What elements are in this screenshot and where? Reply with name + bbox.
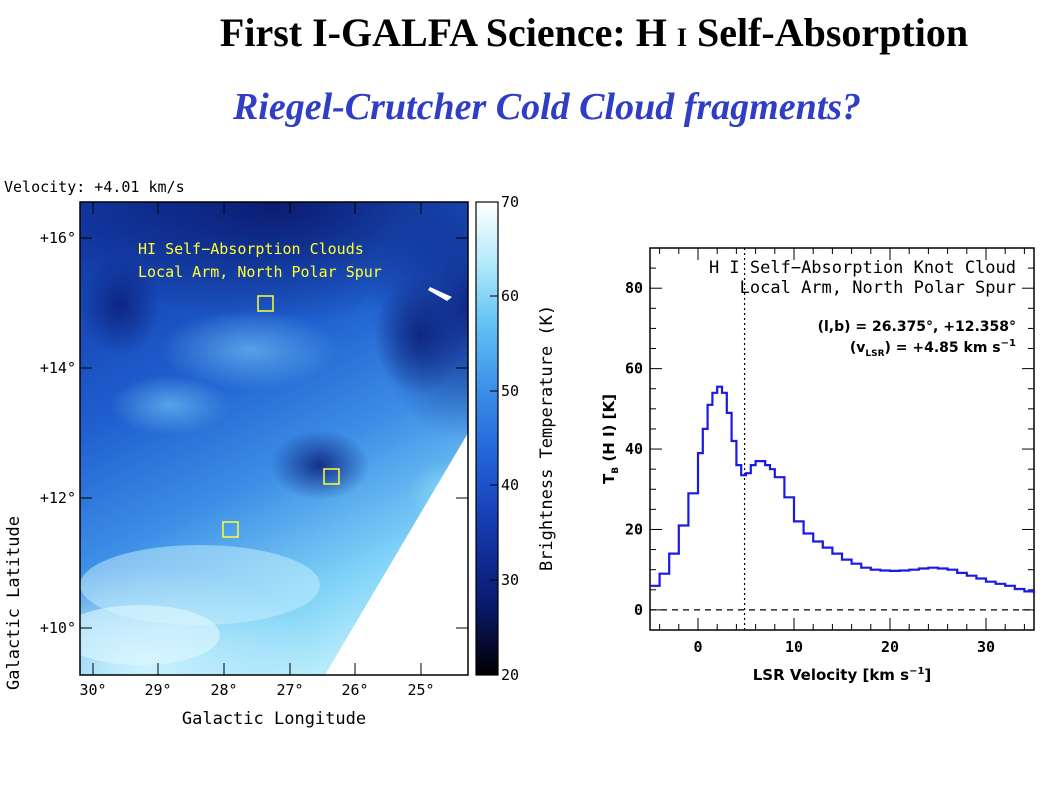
y-label-T: T [600,473,618,484]
colorbar-tick-label: 20 [501,666,519,684]
map-annotation-line2: Local Arm, North Polar Spur [138,263,382,281]
y-tick-label: 60 [625,360,643,378]
map-y-tick-label: +14° [40,359,76,377]
x-tick-label: 20 [881,638,899,656]
velocity-label-sub: LSR [865,349,884,359]
spectrum-ticks [650,247,1034,631]
x-tick-label: 30 [977,638,995,656]
map-x-tick-label: 27° [276,681,303,699]
map-x-axis-label: Galactic Longitude [182,709,366,729]
y-label-rest: (H I) [K] [600,394,618,467]
slide-title: First I-GALFA Science: H I Self-Absorpti… [0,10,1058,61]
cloud-box [257,295,274,312]
map-x-tick-label: 26° [341,681,368,699]
map-y-axis-label: Galactic Latitude [4,516,24,690]
title-suffix: Self-Absorption [696,10,969,55]
velocity-label-sup: −1 [1001,338,1016,349]
map-y-tick-label: +10° [40,619,76,637]
y-tick-label: 0 [634,601,643,619]
colorbar-tick-label: 60 [501,287,519,305]
velocity-label-suffix: ) = +4.85 km s [885,340,1001,356]
colorbar [475,201,499,676]
y-tick-label: 40 [625,440,643,458]
colorbar-ticks [490,201,498,676]
map-x-ticks [92,202,422,675]
title-prefix: First I-GALFA Science: H [219,10,667,55]
colorbar-tick-label: 40 [501,476,519,494]
map-x-tick-label: 25° [407,681,434,699]
spectrum-y-axis-label: TB (H I) [K] [600,394,621,484]
map-x-tick-label: 30° [79,681,106,699]
y-tick-label: 20 [625,520,643,538]
x-tick-label: 10 [785,638,803,656]
title-roman-numeral: I [676,23,687,52]
map-y-tick-label: +16° [40,229,76,247]
velocity-label-prefix: (v [850,340,866,356]
x-label-sup: −1 [909,666,924,677]
y-label-B: B [611,467,621,474]
map-annotation-line1: HI Self−Absorption Clouds [138,240,364,258]
colorbar-tick-label: 50 [501,382,519,400]
cloud-box [222,521,239,538]
map-y-tick-label: +12° [40,489,76,507]
map-x-tick-label: 28° [210,681,237,699]
velocity-label: Velocity: +4.01 km/s [4,178,185,196]
spectrum-title-line2: Local Arm, North Polar Spur [740,278,1016,298]
spectrum-x-axis-label: LSR Velocity [km s−1] [753,666,932,684]
hi-map-panel: Velocity: +4.01 km/s HI Self−Absorption … [4,178,557,729]
x-tick-label: 0 [693,638,702,656]
colorbar-tick-label: 30 [501,571,519,589]
colorbar-tick-label: 70 [501,193,519,211]
slide-subtitle: Riegel-Crutcher Cold Cloud fragments? [232,86,862,128]
spectrum-line [650,385,1036,594]
spectrum-tick-labels: 0 10 20 30 0 20 40 60 80 [625,279,995,656]
spectrum-title-line1: H I Self−Absorption Knot Cloud [709,258,1016,278]
map-frame [79,201,469,676]
velocity-label: (vLSR) = +4.85 km s−1 [850,338,1016,359]
hi-brightness-map [80,202,468,675]
map-y-ticks [80,237,468,629]
cloud-box [323,468,340,485]
map-x-tick-label: 29° [144,681,171,699]
y-tick-label: 80 [625,279,643,297]
hi-spectrum-panel: H I Self−Absorption Knot Cloud Local Arm… [600,247,1036,684]
x-label-end: ] [924,666,931,684]
colorbar-label: Brightness Temperature (K) [537,305,557,571]
position-label: (l,b) = 26.375°, +12.358° [818,319,1016,335]
spectrum-frame [649,247,1035,631]
x-label-main: LSR Velocity [km s [753,666,909,684]
